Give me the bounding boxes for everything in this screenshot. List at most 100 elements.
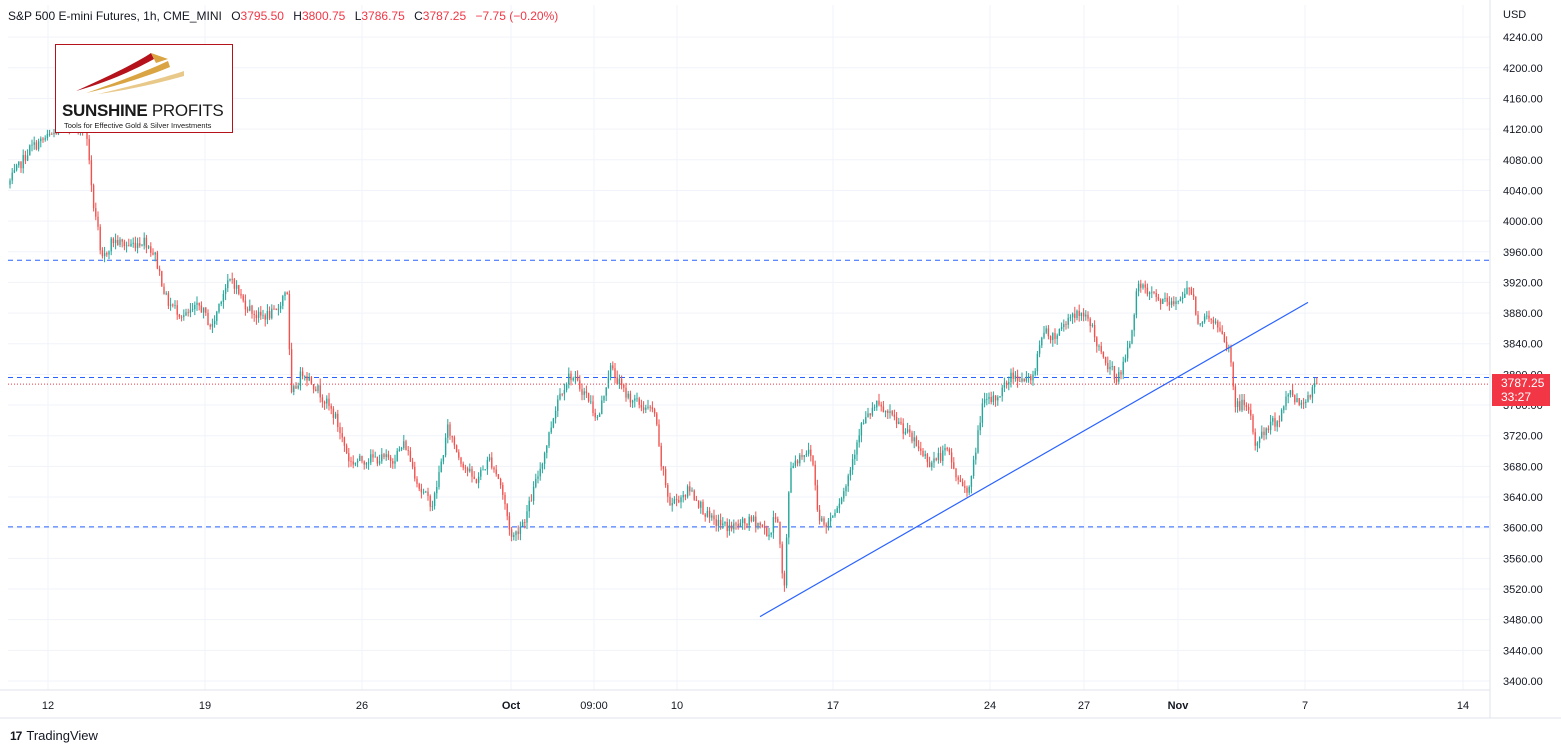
y-tick-label: 3720.00 — [1503, 431, 1543, 443]
x-tick-label: Oct — [502, 700, 521, 712]
candle-body — [1058, 328, 1061, 336]
candle-body — [504, 494, 506, 505]
candle-body — [832, 515, 834, 518]
candle-body — [227, 280, 229, 289]
y-tick-label: 4080.00 — [1503, 155, 1543, 167]
candle-body — [1126, 347, 1129, 359]
candle-body — [1071, 313, 1074, 318]
candle-body — [592, 401, 594, 413]
candle-body — [1265, 428, 1267, 436]
candle-body — [315, 389, 317, 392]
candle-body — [1034, 371, 1036, 375]
candle-body — [768, 534, 770, 537]
candle-body — [326, 398, 328, 404]
candle-body — [1252, 415, 1254, 433]
tradingview-logo-icon: 17 — [10, 728, 22, 743]
candle-body — [163, 286, 165, 295]
candle-body — [420, 488, 423, 493]
candle-body — [799, 455, 801, 464]
candle-body — [1276, 421, 1278, 427]
candle-body — [156, 252, 159, 269]
candle-body — [297, 385, 299, 389]
candle-body — [539, 468, 541, 477]
candle-body — [271, 308, 273, 319]
logo-tagline: Tools for Effective Gold & Silver Invest… — [64, 121, 212, 130]
candle-body — [1254, 432, 1256, 446]
candle-body — [827, 521, 830, 528]
candle-body — [717, 519, 720, 527]
candle-body — [1052, 333, 1054, 341]
candle-body — [675, 499, 678, 501]
candle-body — [807, 449, 810, 454]
candle-body — [1008, 382, 1010, 385]
candle-body — [1109, 366, 1111, 370]
candle-body — [361, 455, 363, 462]
candle-body — [1197, 314, 1199, 324]
candle-body — [1159, 299, 1162, 304]
candle-body — [37, 141, 40, 150]
candle-body — [682, 495, 684, 498]
symbol-title[interactable]: S&P 500 E-mini Futures, 1h, CME_MINI — [8, 9, 222, 23]
candle-body — [1115, 379, 1118, 382]
candle-body — [449, 424, 451, 436]
candle-body — [282, 295, 284, 306]
candle-body — [330, 405, 332, 409]
candle-body — [1192, 294, 1195, 297]
candle-body — [286, 292, 288, 294]
candle-body — [625, 387, 627, 398]
trendline[interactable] — [759, 301, 1309, 618]
candle-body — [1184, 293, 1186, 298]
candle-body — [216, 311, 218, 321]
candle-body — [559, 393, 561, 400]
candle-body — [933, 458, 935, 463]
candle-body — [114, 239, 117, 244]
candle-body — [829, 517, 832, 522]
candle-body — [187, 312, 189, 314]
candle-body — [1111, 366, 1113, 367]
candle-body — [189, 309, 192, 313]
candle-body — [224, 288, 227, 294]
candle-body — [293, 386, 295, 393]
candle-body — [741, 518, 744, 523]
candle-body — [1056, 335, 1058, 340]
rising-trendline[interactable] — [759, 301, 1309, 618]
candle-body — [1305, 401, 1307, 404]
candle-body — [1316, 383, 1318, 385]
candle-body — [585, 391, 588, 394]
candle-body — [994, 395, 997, 401]
candle-body — [1206, 315, 1208, 317]
candle-body — [1032, 374, 1034, 381]
candle-body — [911, 432, 913, 442]
candle-body — [537, 476, 539, 479]
candle-body — [123, 241, 126, 246]
candle-body — [777, 518, 779, 522]
candle-body — [1025, 376, 1028, 382]
candle-body — [425, 491, 427, 493]
candle-body — [117, 239, 119, 245]
y-tick-label: 3680.00 — [1503, 461, 1543, 473]
tradingview-brand[interactable]: 17 TradingView — [10, 728, 98, 743]
candle-body — [964, 486, 966, 488]
last-price-badge: 3787.25 33:27 — [1492, 374, 1550, 406]
candle-body — [290, 349, 293, 393]
logo-name-regular: PROFITS — [151, 101, 224, 120]
candle-body — [590, 401, 592, 403]
candle-body — [939, 453, 942, 461]
candle-body — [433, 493, 436, 507]
candle-body — [898, 421, 900, 424]
candle-body — [1203, 316, 1206, 322]
candle-body — [88, 138, 90, 161]
candle-body — [961, 481, 964, 487]
y-tick-label: 3440.00 — [1503, 645, 1543, 657]
candle-body — [436, 487, 438, 494]
candle-body — [950, 452, 953, 463]
candle-body — [92, 185, 95, 209]
candle-body — [535, 478, 537, 487]
candle-body — [279, 305, 282, 309]
candle-body — [746, 523, 748, 526]
candle-body — [660, 445, 662, 467]
candle-body — [876, 400, 878, 408]
candle-body — [1164, 297, 1166, 299]
candle-body — [955, 468, 957, 478]
